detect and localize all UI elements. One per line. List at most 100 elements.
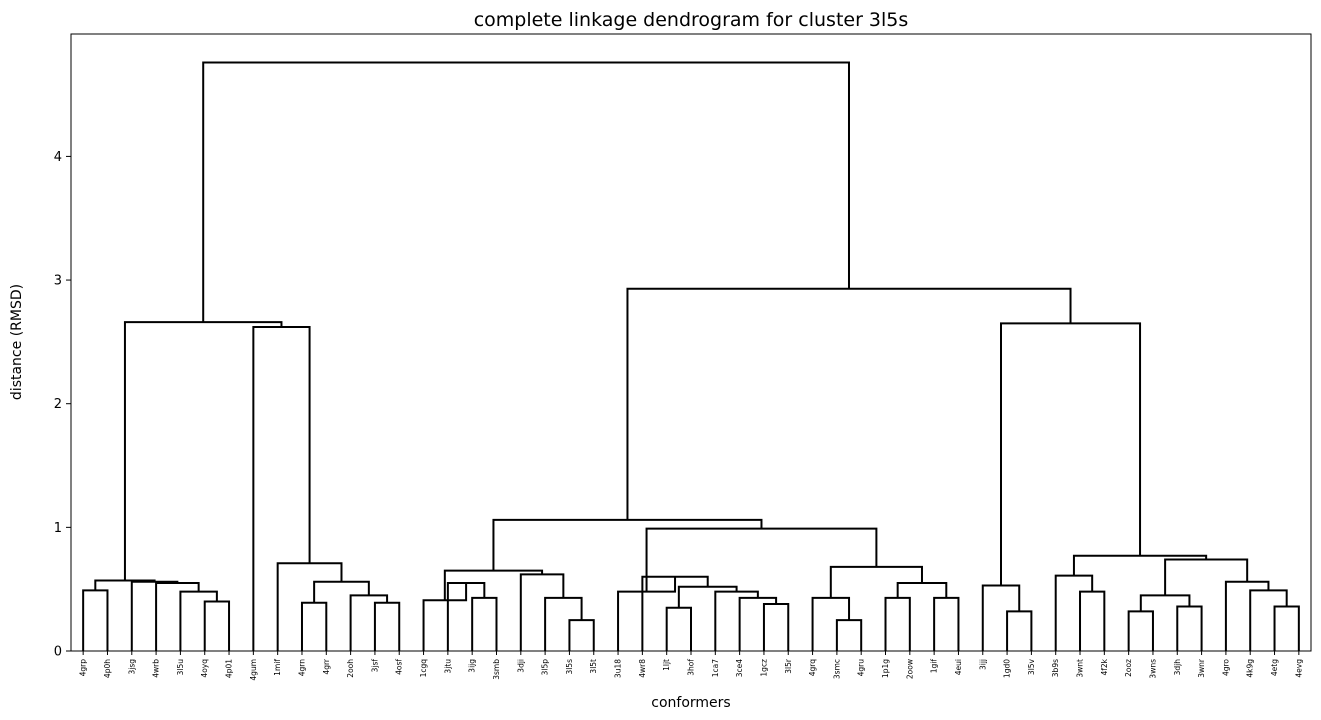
dendrogram-link xyxy=(276,562,343,651)
x-tick-label: 1cgq xyxy=(419,659,428,678)
x-tick-label: 3smc xyxy=(832,659,841,679)
dendrogram-link xyxy=(835,619,863,651)
x-tick-label: 2ooh xyxy=(346,659,355,678)
dendrogram-link xyxy=(123,321,283,581)
y-tick-label: 2 xyxy=(54,397,62,412)
x-tick-label: 4grn xyxy=(297,659,306,676)
dendrogram-link xyxy=(645,527,878,592)
dendrogram-link xyxy=(896,581,948,598)
dendrogram-link xyxy=(82,589,109,651)
x-tick-label: 4gro xyxy=(1221,659,1230,676)
x-axis-label: conformers xyxy=(651,695,730,711)
dendrogram-link xyxy=(422,582,468,651)
y-tick-label: 0 xyxy=(54,645,62,660)
x-tick-label: 3jsf xyxy=(370,659,379,673)
x-tick-label: 4osf xyxy=(395,659,404,675)
dendrogram-link xyxy=(981,584,1021,651)
x-tick-label: 1gd0 xyxy=(1003,659,1012,678)
dendrogram-link xyxy=(202,61,850,323)
x-tick-label: 3hof xyxy=(687,659,696,676)
dendrogram-link xyxy=(1006,610,1033,651)
dendrogram-link xyxy=(568,619,595,651)
dendrogram-link xyxy=(738,596,778,651)
dendrogram-link xyxy=(1072,554,1208,576)
x-tick-label: 4k9g xyxy=(1246,659,1255,678)
y-tick-label: 1 xyxy=(54,521,62,536)
dendrogram-link xyxy=(349,594,389,651)
dendrogram-link xyxy=(313,580,370,603)
x-tick-label: 1ca7 xyxy=(711,659,720,677)
dendrogram-link xyxy=(492,518,763,571)
x-tick-label: 3l5p xyxy=(541,659,550,676)
x-tick-label: 3dji xyxy=(516,659,525,673)
x-tick-label: 4oyq xyxy=(200,659,209,678)
x-tick-label: 4etg xyxy=(1270,659,1279,676)
dendrogram-link xyxy=(1249,589,1288,651)
x-tick-label: 4wr8 xyxy=(638,659,647,678)
dendrogram-links xyxy=(82,61,1300,651)
x-tick-label: 4grr xyxy=(322,658,331,674)
dendrogram-link xyxy=(1273,605,1300,651)
x-tick-label: 3l5r xyxy=(784,658,793,674)
x-tick-label: 3djh xyxy=(1173,659,1182,676)
y-tick-label: 4 xyxy=(54,150,62,165)
x-tick-label: 3jtu xyxy=(443,659,452,674)
x-tick-label: 3jsg xyxy=(127,659,136,675)
x-tick-label: 3l5v xyxy=(1027,658,1036,675)
x-tick-label: 3u18 xyxy=(614,659,623,678)
x-tick-label: 4wrb xyxy=(152,659,161,678)
x-tick-label: 3l5u xyxy=(176,659,185,676)
dendrogram-link xyxy=(884,596,911,651)
x-tick-label: 1p1g xyxy=(881,659,890,678)
dendrogram-link xyxy=(1054,574,1094,651)
x-tick-label: 1ljt xyxy=(662,659,671,671)
dendrogram-link xyxy=(203,600,231,651)
dendrogram-link xyxy=(1079,590,1106,651)
plot-frame xyxy=(70,33,1312,652)
x-tick-label: 4gum xyxy=(249,659,258,681)
dendrogram-link xyxy=(544,596,583,651)
x-tick-label: 4grp xyxy=(79,659,88,677)
x-tick-label: 4gru xyxy=(857,659,866,677)
dendrogram-link xyxy=(714,590,759,651)
x-tick-label: 1gcz xyxy=(759,659,768,677)
x-tick-label: 2oow xyxy=(905,659,914,679)
dendrogram-link xyxy=(1000,322,1142,586)
x-axis-ticks: 4grp 4p0h 3jsg 4wrb 3l5u 4oyq 4p01 4gum 1mif 4grn… xyxy=(79,651,1303,681)
dendrogram-link xyxy=(1176,605,1203,651)
dendrogram-link xyxy=(471,596,498,651)
dendrogram-link xyxy=(130,580,179,651)
dendrogram-link xyxy=(677,585,738,608)
dendrogram-link xyxy=(1224,580,1270,651)
dendrogram-link xyxy=(665,606,692,651)
dendrogram-link xyxy=(373,601,401,651)
x-tick-label: 3ijg xyxy=(468,659,477,673)
x-tick-label: 3b9s xyxy=(1051,659,1060,677)
dendrogram-link xyxy=(829,565,923,598)
x-tick-label: 3wns xyxy=(1148,659,1157,679)
dendrogram-link xyxy=(519,573,565,651)
x-tick-label: 3ijj xyxy=(978,659,987,670)
x-tick-label: 3l5t xyxy=(589,659,598,674)
x-tick-label: 4p0h xyxy=(103,659,112,678)
x-tick-label: 4f2k xyxy=(1100,658,1109,675)
x-tick-label: 1gif xyxy=(930,659,939,674)
x-tick-label: 4p01 xyxy=(225,659,234,678)
y-axis-ticks: 0 1 2 3 4 xyxy=(54,150,71,660)
y-tick-label: 3 xyxy=(54,274,62,289)
dendrogram-link xyxy=(300,601,328,651)
x-tick-label: 3wnr xyxy=(1197,658,1206,678)
x-tick-label: 4eui xyxy=(954,659,963,675)
x-tick-label: 3l5s xyxy=(565,659,574,675)
dendrogram-link xyxy=(933,596,960,651)
x-tick-label: 4evg xyxy=(1294,659,1303,678)
y-axis-label: distance (RMSD) xyxy=(9,284,25,400)
chart-title: complete linkage dendrogram for cluster … xyxy=(474,9,909,31)
dendrogram-link xyxy=(811,596,851,651)
x-tick-label: 3ce4 xyxy=(735,659,744,678)
dendrogram-link xyxy=(762,603,790,651)
dendrogram-link xyxy=(1139,594,1191,612)
dendrogram-link xyxy=(1127,610,1154,651)
dendrogram-link xyxy=(1164,558,1249,596)
